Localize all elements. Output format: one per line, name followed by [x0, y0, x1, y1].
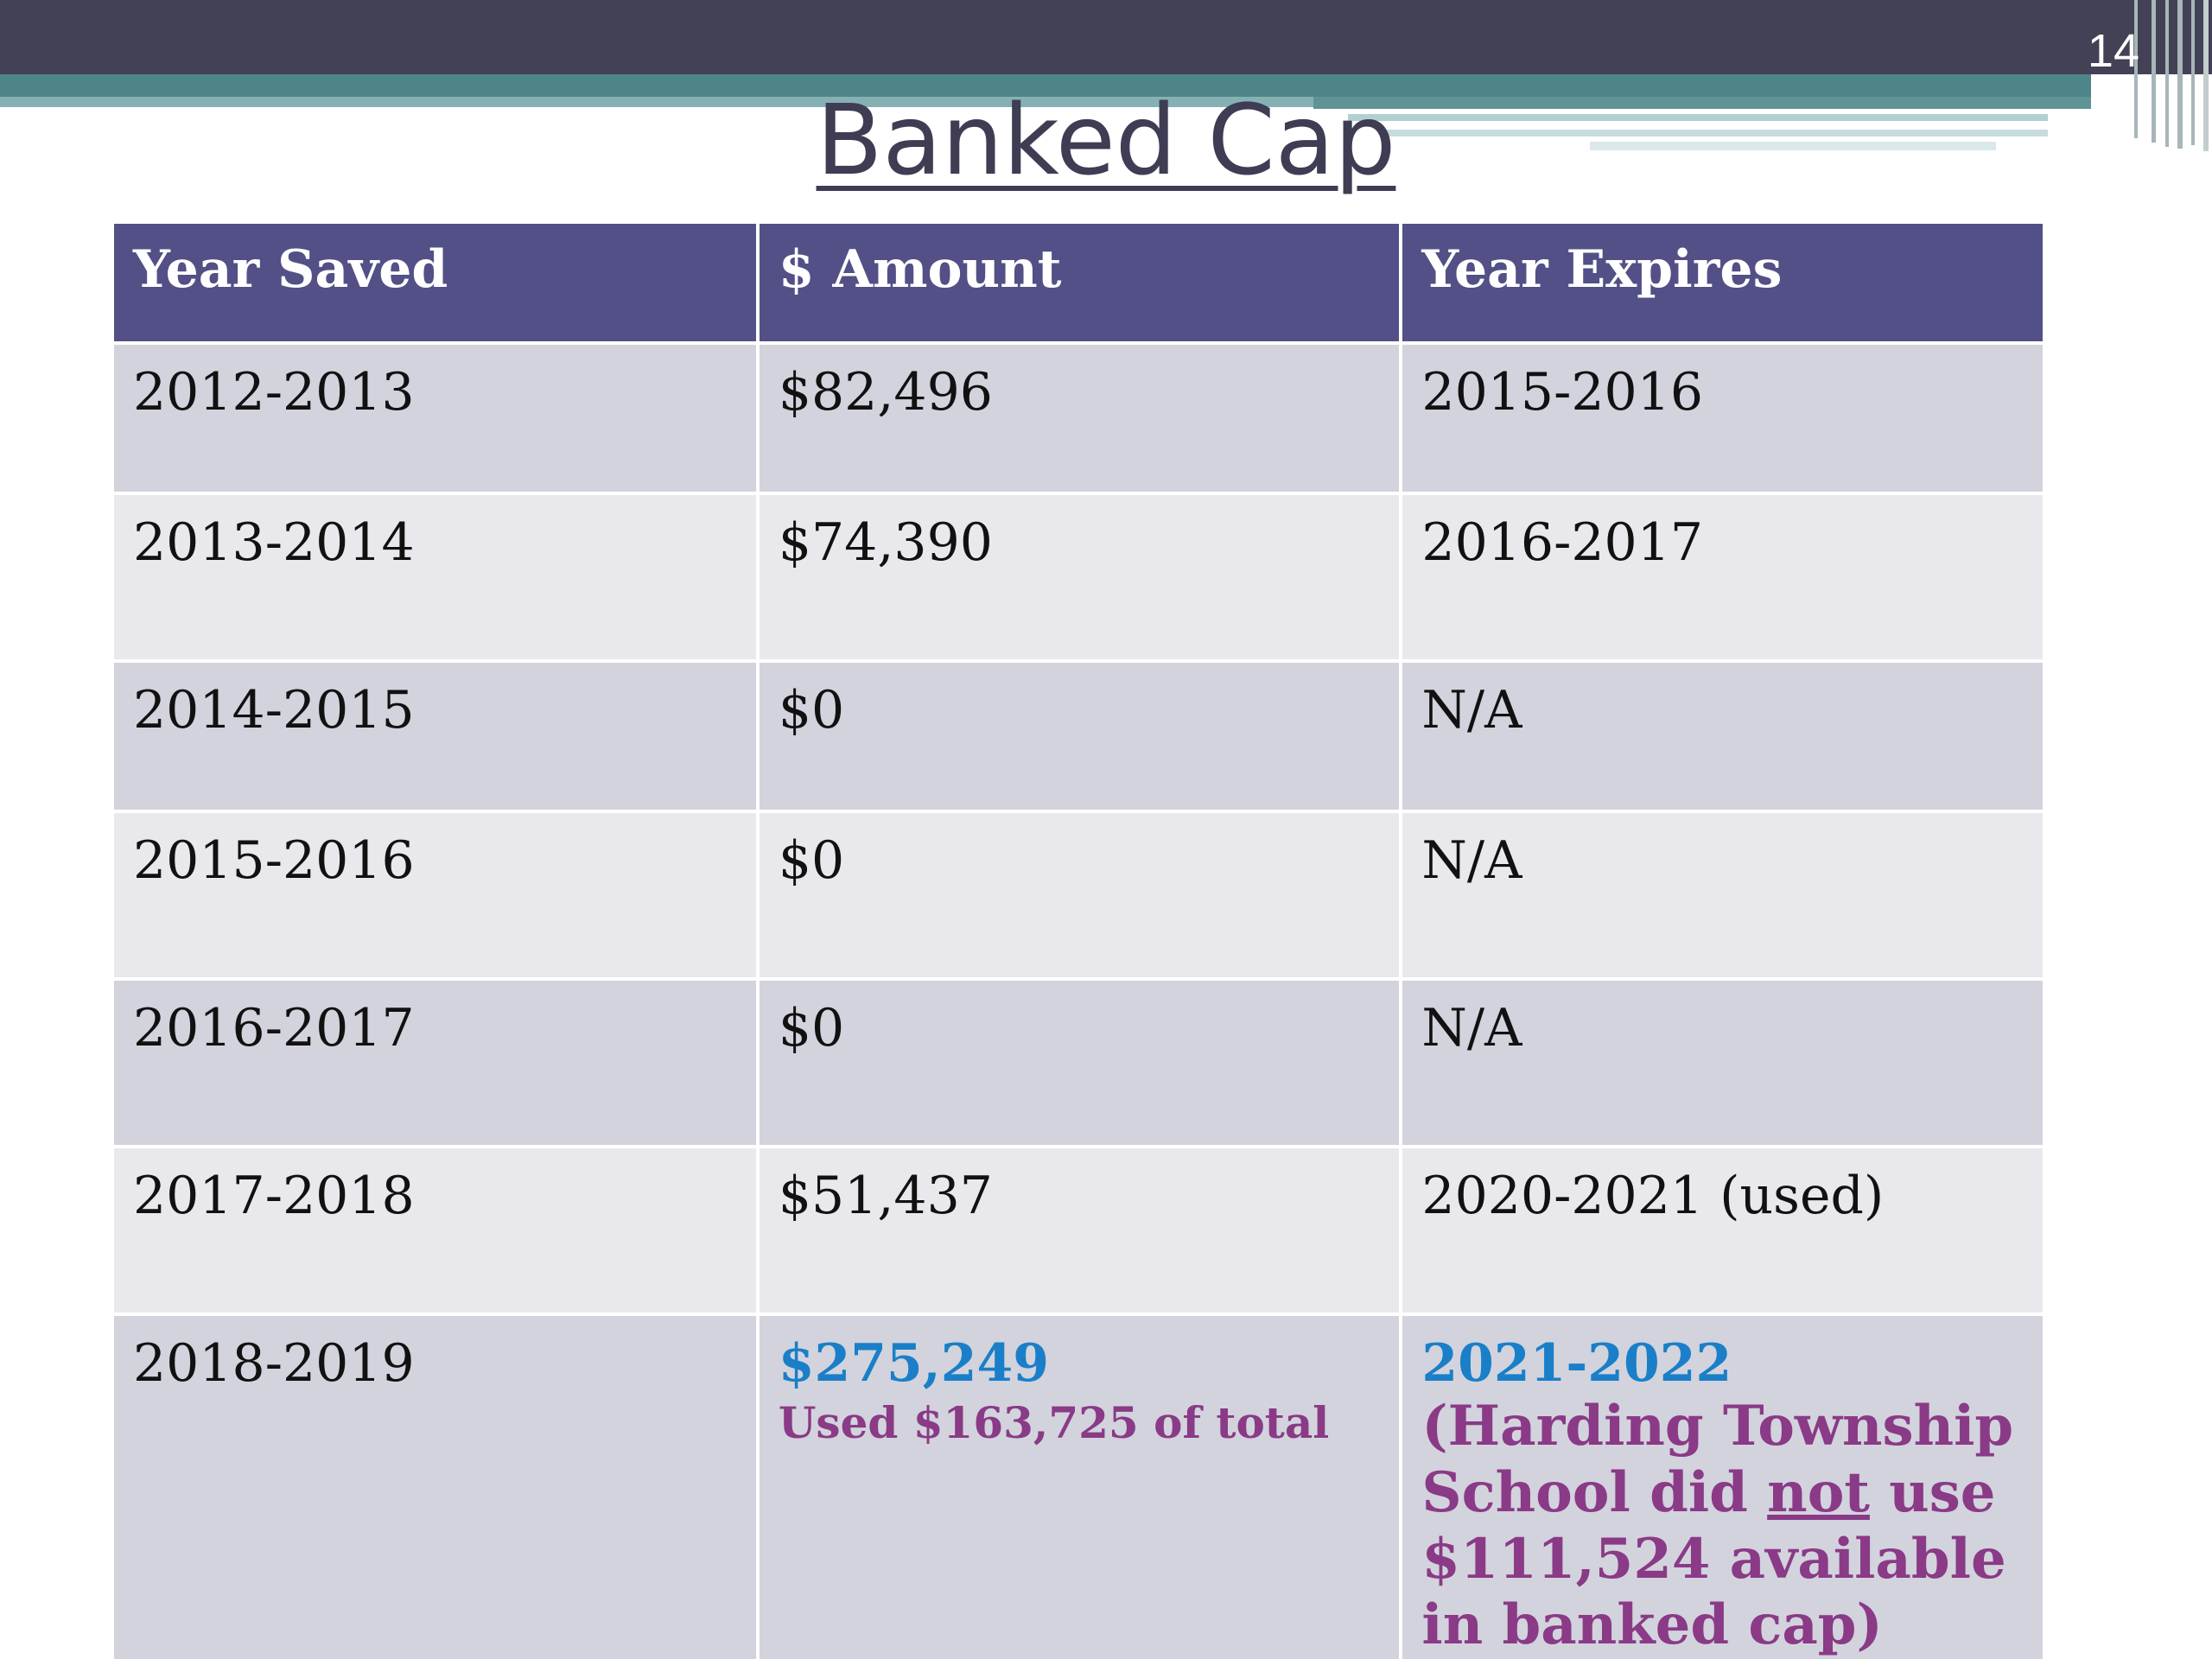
- table-row: 2014-2015 $0 N/A: [111, 659, 2046, 813]
- top-banner: [0, 0, 2212, 74]
- expires-note-before: (Harding Township School did: [1421, 1394, 2014, 1525]
- banner-stripe: [0, 74, 2091, 97]
- slide-number: 14: [2087, 25, 2139, 77]
- cell-year-saved: 2015-2016: [111, 810, 760, 981]
- cell-year-expires: 2016-2017: [1399, 492, 2046, 663]
- cell-year-expires: 2020-2021 (used): [1399, 1145, 2046, 1316]
- cell-year-expires: 2015-2016: [1399, 341, 2046, 495]
- expires-note: (Harding Township School did not use $11…: [1421, 1394, 2024, 1659]
- cell-year-saved: 2013-2014: [111, 492, 760, 663]
- expires-note-after: use $111,524 available in banked cap): [1421, 1459, 2006, 1658]
- cell-year-expires: N/A: [1399, 810, 2046, 981]
- banner-stripe: [1313, 97, 2091, 109]
- cell-amount: $74,390: [755, 492, 1403, 663]
- table-row: 2017-2018 $51,437 2020-2021 (used): [111, 1145, 2046, 1316]
- cell-year-saved: 2016-2017: [111, 977, 760, 1148]
- cell-year-saved: 2017-2018: [111, 1145, 760, 1316]
- banner-vertical-line: [2177, 0, 2183, 149]
- highlighted-year-expires: 2021-2022: [1421, 1333, 1732, 1394]
- header-amount: $ Amount: [755, 220, 1403, 345]
- cell-amount: $51,437: [755, 1145, 1403, 1316]
- cell-amount: $0: [755, 659, 1403, 813]
- banner-stripe: [1590, 142, 1996, 150]
- slide-title: Banked Cap: [816, 85, 1396, 197]
- header-year-expires: Year Expires: [1399, 220, 2046, 345]
- table-row: 2013-2014 $74,390 2016-2017: [111, 492, 2046, 663]
- table-row: 2015-2016 $0 N/A: [111, 810, 2046, 981]
- amount-used-note: Used $163,725 of total: [778, 1397, 1330, 1448]
- banner-stripe: [0, 97, 1313, 107]
- banner-vertical-line: [2165, 0, 2169, 147]
- table-row: 2012-2013 $82,496 2015-2016: [111, 341, 2046, 495]
- highlighted-amount: $275,249: [778, 1333, 1049, 1394]
- cell-amount: $275,249 Used $163,725 of total: [755, 1313, 1403, 1659]
- cell-year-saved: 2018-2019: [111, 1313, 760, 1659]
- banner-stripe: [1348, 114, 2048, 121]
- banner-vertical-line: [2134, 0, 2138, 138]
- banner-stripe: [1382, 130, 2048, 137]
- table-row: 2016-2017 $0 N/A: [111, 977, 2046, 1148]
- cell-year-expires: 2021-2022 (Harding Township School did n…: [1399, 1313, 2046, 1659]
- cell-amount: $0: [755, 977, 1403, 1148]
- cell-year-expires: N/A: [1399, 659, 2046, 813]
- table-header-row: Year Saved $ Amount Year Expires: [111, 220, 2046, 345]
- expires-note-emphasis: not: [1767, 1459, 1870, 1525]
- cell-year-saved: 2014-2015: [111, 659, 760, 813]
- banner-vertical-line: [2191, 0, 2195, 145]
- banner-vertical-line: [2152, 0, 2156, 143]
- cell-amount: $0: [755, 810, 1403, 981]
- header-year-saved: Year Saved: [111, 220, 760, 345]
- table-row: 2018-2019 $275,249 Used $163,725 of tota…: [111, 1313, 2046, 1659]
- cell-year-saved: 2012-2013: [111, 341, 760, 495]
- banked-cap-table: Year Saved $ Amount Year Expires 2012-20…: [111, 220, 2046, 1659]
- cell-amount: $82,496: [755, 341, 1403, 495]
- banner-vertical-line: [2203, 0, 2209, 151]
- cell-year-expires: N/A: [1399, 977, 2046, 1148]
